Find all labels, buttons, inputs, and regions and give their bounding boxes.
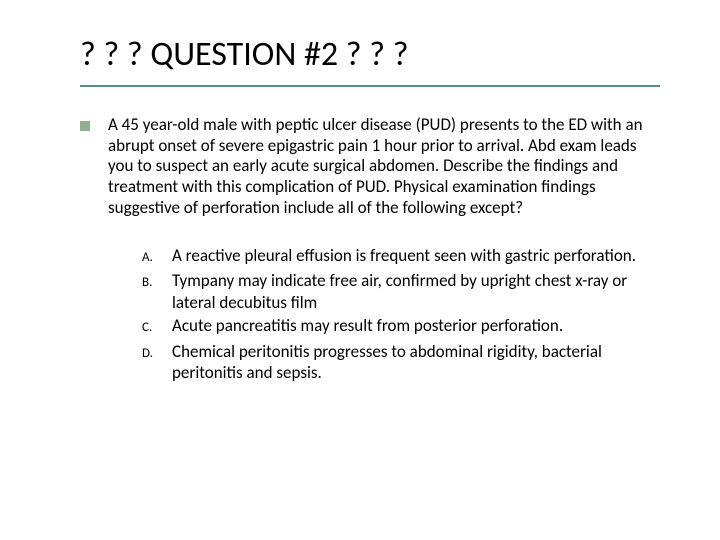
option-letter: C. [142,315,172,339]
square-bullet-icon [80,121,90,131]
slide-title: ? ? ? QUESTION #2 ? ? ? [80,34,660,75]
question-stem: A 45 year-old male with peptic ulcer dis… [108,115,660,219]
option-row: D. Chemical peritonitis progresses to ab… [142,341,660,384]
option-text: Chemical peritonitis progresses to abdom… [172,341,660,384]
option-letter: A. [142,245,172,269]
option-row: A. A reactive pleural effusion is freque… [142,245,660,269]
option-text: Acute pancreatitis may result from poste… [172,315,563,336]
slide: ? ? ? QUESTION #2 ? ? ? A 45 year-old ma… [0,0,720,540]
title-underline: ? ? ? QUESTION #2 ? ? ? [80,34,660,87]
option-row: B. Tympany may indicate free air, confir… [142,270,660,313]
option-text: A reactive pleural effusion is frequent … [172,245,636,266]
question-stem-row: A 45 year-old male with peptic ulcer dis… [80,115,660,219]
option-letter: D. [142,341,172,365]
option-row: C. Acute pancreatitis may result from po… [142,315,660,339]
option-text: Tympany may indicate free air, confirmed… [172,270,660,313]
option-letter: B. [142,270,172,294]
options-list: A. A reactive pleural effusion is freque… [142,245,660,384]
